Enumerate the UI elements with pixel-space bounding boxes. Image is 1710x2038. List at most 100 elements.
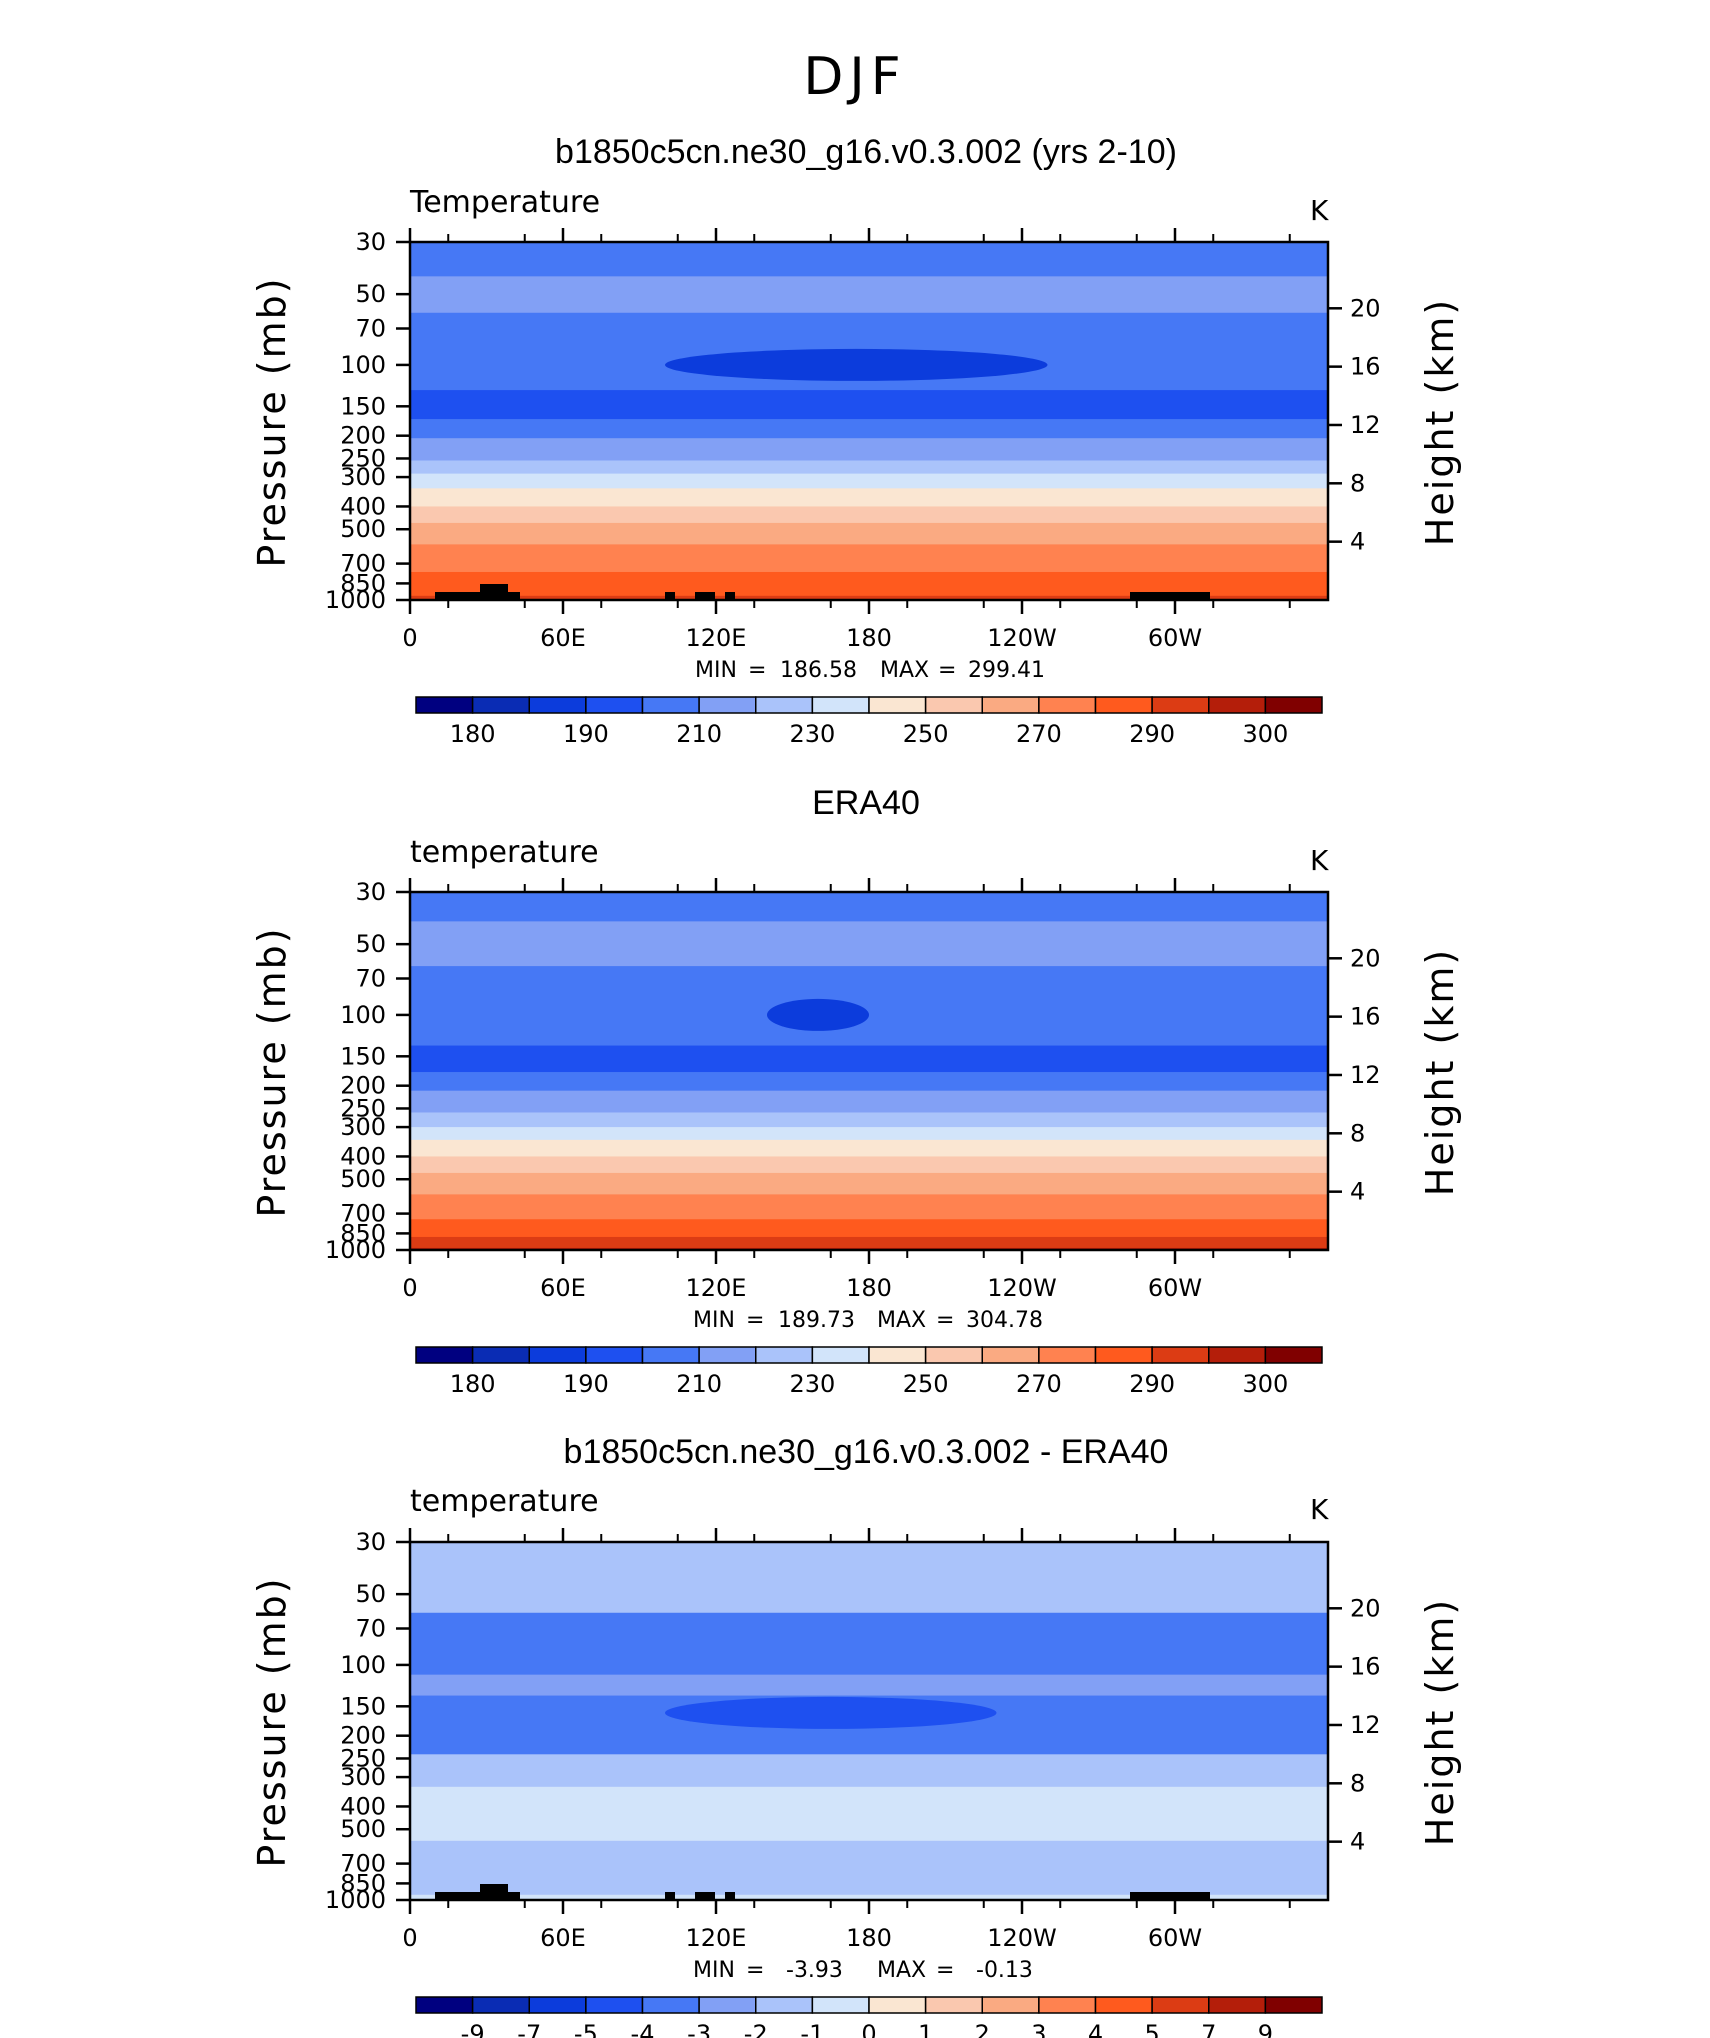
contour-band xyxy=(410,1612,1328,1676)
panel-title: b1850c5cn.ne30_g16.v0.3.002 - ERA40 xyxy=(564,1433,1169,1471)
contour-band xyxy=(410,1090,1328,1113)
y2-tick-label: 8 xyxy=(1350,469,1365,497)
contour-band xyxy=(410,1542,1328,1614)
colorbar-box xyxy=(1264,1996,1323,2014)
y-tick-label: 100 xyxy=(340,1651,386,1679)
colorbar-box xyxy=(641,1996,700,2014)
y-tick-label: 150 xyxy=(340,392,386,420)
contour-band xyxy=(410,1219,1328,1238)
contour-band xyxy=(410,473,1328,489)
y2-tick-labels: 20 16 12 8 4 xyxy=(1328,944,1381,1206)
x-tick-label: 180 xyxy=(846,1274,892,1302)
colorbar-box xyxy=(811,1996,870,2014)
y-tick-label: 50 xyxy=(355,280,386,308)
terrain-block xyxy=(695,592,715,600)
colorbar-box xyxy=(641,696,700,714)
variable-label: Temperature xyxy=(409,185,600,220)
min-label: MIN xyxy=(693,1308,735,1333)
y-tick-label: 250 xyxy=(340,1094,386,1122)
y2-tick-label: 12 xyxy=(1350,1061,1381,1089)
contour-band xyxy=(410,242,1328,277)
stats-line: MIN = 189.73 MAX = 304.78 xyxy=(693,1308,1043,1333)
min-label: MIN xyxy=(695,658,737,683)
colorbar-box xyxy=(1094,1996,1153,2014)
colorbar-box xyxy=(528,696,587,714)
y-tick-label: 200 xyxy=(340,1072,386,1100)
terrain-block xyxy=(725,592,735,600)
colorbar-label: 9 xyxy=(1258,2020,1273,2038)
contour-band xyxy=(410,1172,1328,1195)
y2-tick-label: 16 xyxy=(1350,1653,1381,1681)
x-tick-label: 60W xyxy=(1148,1924,1202,1952)
colorbar-label: 230 xyxy=(789,720,835,748)
y2-tick-label: 20 xyxy=(1350,944,1381,972)
y2-tick-label: 8 xyxy=(1350,1769,1365,1797)
colorbar-box xyxy=(1208,1346,1267,1364)
contour-band xyxy=(410,892,1328,922)
contour-plot xyxy=(408,890,1330,1252)
y-tick-label: 200 xyxy=(340,1722,386,1750)
colorbar-box xyxy=(415,1346,474,1364)
colorbar-label: 290 xyxy=(1129,1370,1175,1398)
max-label: MAX xyxy=(877,1958,926,1983)
contour-band xyxy=(410,1112,1328,1128)
y-tick-label: 850 xyxy=(340,1219,386,1247)
contour-plot xyxy=(408,1540,1330,1902)
y-tick-label: 100 xyxy=(340,351,386,379)
max-label: MAX xyxy=(877,1308,926,1333)
colorbar-box xyxy=(868,1996,927,2014)
colorbar-label: 300 xyxy=(1242,720,1288,748)
colorbar-label: 210 xyxy=(676,1370,722,1398)
x-tick-label: 120E xyxy=(686,1924,747,1952)
contour-band xyxy=(410,966,1328,1047)
y2-tick-labels: 20 16 12 8 4 xyxy=(1328,294,1381,556)
colorbar-box xyxy=(1264,696,1323,714)
y-tick-label: 1000 xyxy=(325,1236,386,1264)
contour-band xyxy=(410,419,1328,439)
min-label: MIN xyxy=(693,1958,735,1983)
contour-band xyxy=(410,438,1328,461)
panel-model: b1850c5cn.ne30_g16.v0.3.002 (yrs 2-10) T… xyxy=(250,133,1462,748)
x-tick-label: 120W xyxy=(987,1274,1057,1302)
colorbar-box xyxy=(1208,1996,1267,2014)
contour-band xyxy=(410,522,1328,545)
x-tick-label: 60E xyxy=(540,1924,586,1952)
x-tick-label: 180 xyxy=(846,624,892,652)
y-tick-label: 1000 xyxy=(325,1886,386,1914)
stats-line: MIN = -3.93 MAX = -0.13 xyxy=(693,1958,1033,1983)
min-value: 189.73 xyxy=(778,1308,855,1333)
colorbar-label: 270 xyxy=(1016,720,1062,748)
colorbar-box xyxy=(1038,1346,1097,1364)
panel-title: b1850c5cn.ne30_g16.v0.3.002 (yrs 2-10) xyxy=(555,133,1177,171)
colorbar-box xyxy=(1094,1346,1153,1364)
colorbar-label: 1 xyxy=(918,2020,933,2038)
y-tick-label: 400 xyxy=(340,1142,386,1170)
x-tick-label: 0 xyxy=(402,624,417,652)
equals-sign: = xyxy=(938,658,956,683)
colorbar-label: 210 xyxy=(676,720,722,748)
y2-axis-title: Height (km) xyxy=(1418,298,1462,546)
contour-band xyxy=(410,506,1328,524)
max-value: 299.41 xyxy=(968,658,1045,683)
y2-tick-label: 16 xyxy=(1350,1003,1381,1031)
colorbar-label: 190 xyxy=(563,720,609,748)
y-tick-label: 700 xyxy=(340,1850,386,1878)
y-tick-label: 100 xyxy=(340,1001,386,1029)
equals-sign: = xyxy=(748,658,766,683)
y-tick-label: 850 xyxy=(340,569,386,597)
colorbar-label: -4 xyxy=(631,2020,655,2038)
colorbar-box xyxy=(924,696,983,714)
contour-band xyxy=(410,1754,1328,1788)
x-tick-label: 0 xyxy=(402,1924,417,1952)
y-tick-label: 700 xyxy=(340,550,386,578)
y-tick-label: 70 xyxy=(355,315,386,343)
colorbar-box xyxy=(471,696,530,714)
y-tick-label: 500 xyxy=(340,1815,386,1843)
colorbar-box xyxy=(868,696,927,714)
colorbar-box xyxy=(1038,1996,1097,2014)
y-tick-label: 250 xyxy=(340,1744,386,1772)
terrain-block xyxy=(435,1892,488,1900)
panel-difference: b1850c5cn.ne30_g16.v0.3.002 - ERA40 temp… xyxy=(250,1433,1462,2038)
colorbar-box xyxy=(415,1996,474,2014)
